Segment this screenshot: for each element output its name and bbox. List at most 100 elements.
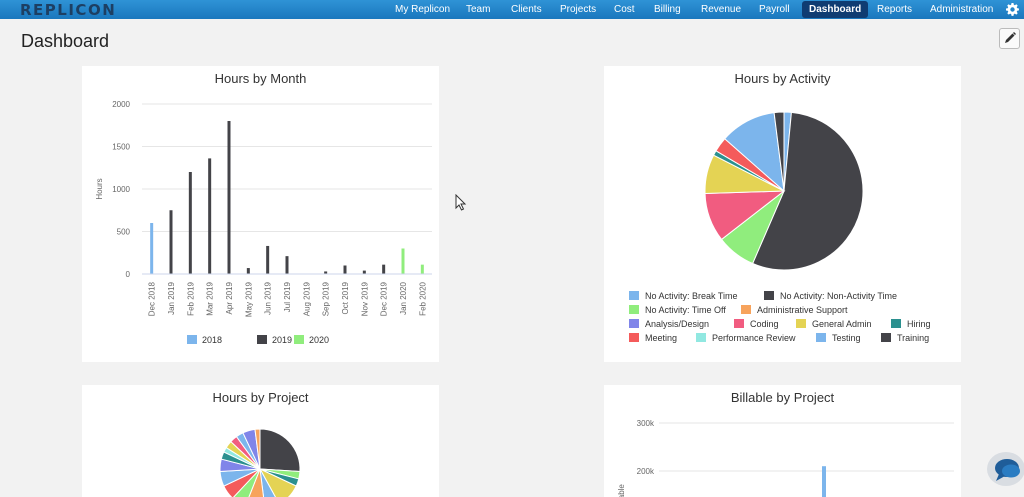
billable-by-project-panel: Billable by Project 200k 300k Billable	[604, 385, 961, 497]
pencil-icon	[1005, 32, 1016, 43]
legend-swatch	[257, 335, 267, 344]
chart-title: Hours by Activity	[734, 71, 831, 86]
hours-by-activity-panel: Hours by Activity No Activity: Break Tim…	[604, 66, 961, 362]
legend-label: No Activity: Time Off	[645, 305, 726, 315]
hours-by-month-panel: Hours by Month 0 500 1000 1500 2000 Hours Dec …	[82, 66, 439, 362]
legend-label: Administrative Support	[757, 305, 848, 315]
legend-swatch	[796, 319, 806, 328]
pie-slice	[751, 111, 864, 271]
x-tick-label: Dec 2019	[380, 281, 389, 316]
y-tick-label: 0	[126, 270, 131, 279]
legend-label: Testing	[832, 333, 861, 343]
legend-swatch	[629, 319, 639, 328]
billable-by-project-chart: 200k 300k Billable	[617, 419, 954, 497]
y-tick-label: 1500	[112, 143, 130, 152]
replicon-logo[interactable]: REPLICON	[20, 1, 117, 19]
legend-swatch	[629, 291, 639, 300]
edit-dashboard-button[interactable]	[999, 28, 1020, 49]
chat-button[interactable]	[987, 452, 1024, 486]
x-tick-label: Jun 2019	[264, 281, 273, 314]
y-axis-label: Billable	[617, 484, 626, 497]
nav-item-my-replicon[interactable]: My Replicon	[395, 4, 451, 15]
hours-by-month-chart: 0 500 1000 1500 2000 Hours Dec 2018 Jan 2019 Feb…	[95, 100, 432, 345]
x-tick-label: Jan 2019	[167, 281, 176, 314]
nav-item-reports[interactable]: Reports	[877, 4, 913, 15]
y-tick-label: 500	[117, 228, 131, 237]
legend-label: Coding	[750, 319, 779, 329]
bar	[169, 210, 173, 274]
x-tick-label: Jul 2019	[283, 281, 292, 312]
pie-slice	[773, 111, 785, 192]
x-tick-label: Nov 2019	[360, 281, 369, 316]
bar	[420, 264, 424, 274]
legend-swatch	[764, 291, 774, 300]
bar	[324, 271, 328, 274]
nav-item-billing[interactable]: Billing	[654, 4, 681, 15]
legend-swatch	[734, 319, 744, 328]
bar	[401, 248, 405, 274]
bar	[343, 265, 347, 274]
nav-item-team[interactable]: Team	[466, 4, 491, 15]
bar	[362, 270, 366, 274]
bar	[150, 223, 154, 274]
gear-icon[interactable]	[1006, 3, 1019, 16]
bar	[822, 466, 826, 497]
legend-swatch	[816, 333, 826, 342]
legend-swatch	[891, 319, 901, 328]
top-navigation-bar: REPLICON My Replicon Team Clients Projects C…	[0, 0, 1024, 19]
legend-label: No Activity: Non-Activity Time	[780, 291, 897, 301]
bar	[208, 158, 212, 274]
x-tick-label: May 2019	[244, 281, 253, 317]
legend-swatch	[294, 335, 304, 344]
y-tick-label: 300k	[637, 419, 655, 428]
x-tick-label: Feb 2020	[418, 281, 427, 315]
legend-label: 2019	[272, 335, 292, 345]
chat-icon	[995, 459, 1020, 481]
legend-label: Meeting	[645, 333, 677, 343]
nav-item-administration[interactable]: Administration	[930, 4, 994, 15]
legend-label: Training	[897, 333, 929, 343]
pie-slice	[248, 468, 265, 497]
hours-by-activity-chart: No Activity: Break Time No Activity: Non-…	[629, 111, 931, 343]
chart-title: Hours by Month	[214, 71, 307, 86]
pie-slice	[254, 428, 261, 470]
legend-swatch	[629, 333, 639, 342]
x-tick-label: Aug 2019	[302, 281, 311, 316]
nav-item-projects[interactable]: Projects	[560, 4, 597, 15]
bar	[266, 245, 270, 274]
legend-label: No Activity: Break Time	[645, 291, 738, 301]
legend-label: General Admin	[812, 319, 872, 329]
legend-label: Hiring	[907, 319, 931, 329]
nav-item-dashboard[interactable]: Dashboard	[802, 1, 869, 18]
bar	[285, 256, 289, 274]
chart-title: Hours by Project	[212, 390, 309, 405]
x-tick-label: Dec 2018	[148, 281, 157, 316]
legend-swatch	[881, 333, 891, 342]
legend-label: 2020	[309, 335, 329, 345]
hours-by-project-chart	[219, 428, 301, 497]
nav-item-payroll[interactable]: Payroll	[759, 4, 790, 15]
nav-item-clients[interactable]: Clients	[511, 4, 542, 15]
legend-swatch	[187, 335, 197, 344]
nav-item-cost[interactable]: Cost	[614, 4, 635, 15]
y-tick-label: 1000	[112, 185, 130, 194]
y-axis-label: Hours	[95, 178, 104, 199]
pie-slice	[259, 468, 276, 497]
legend-label: Analysis/Design	[645, 319, 709, 329]
pie-slice	[259, 428, 301, 473]
mouse-cursor-icon	[455, 193, 467, 216]
nav-item-revenue[interactable]: Revenue	[701, 4, 742, 15]
y-tick-label: 2000	[112, 100, 130, 109]
bar	[382, 264, 386, 274]
page-title: Dashboard	[21, 31, 110, 51]
pie-slice	[258, 467, 297, 497]
hours-by-project-panel: Hours by Project	[82, 385, 439, 497]
bar	[227, 121, 231, 274]
x-tick-label: Oct 2019	[341, 281, 350, 314]
x-tick-label: Mar 2019	[206, 281, 215, 315]
bar	[188, 172, 192, 274]
legend-label: Performance Review	[712, 333, 796, 343]
x-tick-label: Feb 2019	[186, 281, 195, 315]
legend-swatch	[741, 305, 751, 314]
chart-title: Billable by Project	[730, 390, 835, 405]
